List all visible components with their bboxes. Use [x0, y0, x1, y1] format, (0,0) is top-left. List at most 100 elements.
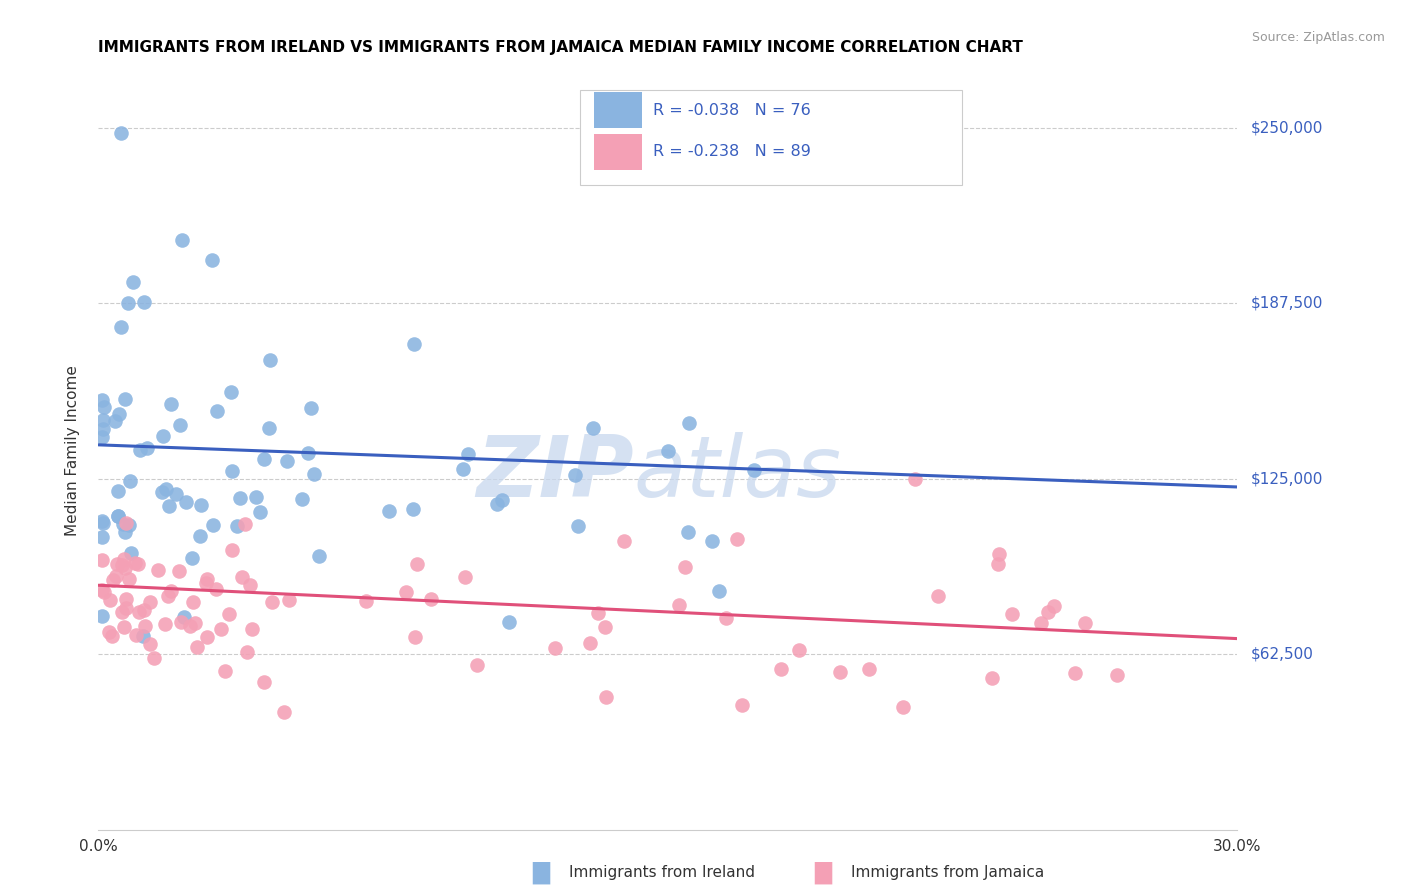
Point [402, 336, 425, 351]
Point [153, 616, 176, 631]
Point [226, 518, 249, 533]
Point [132, 630, 155, 644]
Point [420, 592, 443, 607]
Point [115, 601, 138, 615]
Point [121, 275, 143, 289]
Text: █: █ [533, 861, 550, 884]
Point [1036, 606, 1059, 620]
Point [221, 464, 243, 478]
Point [101, 629, 124, 643]
Point [91, 553, 114, 567]
Point [169, 418, 191, 433]
Point [299, 401, 322, 415]
Point [709, 583, 731, 598]
Point [205, 582, 228, 596]
Point [127, 557, 149, 571]
Point [668, 598, 690, 612]
Point [103, 573, 125, 587]
Point [673, 560, 696, 574]
Point [129, 442, 152, 457]
Point [107, 509, 129, 524]
Point [107, 484, 129, 499]
Point [111, 517, 134, 532]
Point [134, 603, 156, 617]
Point [104, 569, 127, 583]
Point [714, 610, 737, 624]
Text: Immigrants from Ireland: Immigrants from Ireland [569, 865, 755, 880]
Point [184, 616, 207, 631]
Point [236, 645, 259, 659]
Point [451, 462, 474, 476]
Point [981, 672, 1004, 686]
Text: $62,500: $62,500 [1251, 647, 1315, 662]
Point [174, 495, 197, 509]
Point [1001, 607, 1024, 621]
Point [112, 620, 135, 634]
Point [165, 487, 187, 501]
Point [731, 698, 754, 712]
Point [253, 452, 276, 467]
Point [240, 622, 263, 636]
Point [114, 524, 136, 539]
Point [987, 558, 1010, 572]
Point [91, 514, 114, 528]
Point [544, 640, 567, 655]
Point [612, 534, 634, 549]
Point [91, 582, 114, 597]
Point [91, 393, 114, 408]
FancyBboxPatch shape [581, 90, 962, 186]
Point [181, 595, 204, 609]
Text: Immigrants from Jamaica: Immigrants from Jamaica [851, 865, 1043, 880]
Point [406, 557, 429, 571]
Point [302, 467, 325, 481]
Point [142, 650, 165, 665]
Point [676, 525, 699, 540]
Point [1063, 666, 1085, 681]
Point [245, 490, 267, 504]
Point [93, 585, 115, 599]
Point [93, 400, 115, 414]
Point [105, 557, 128, 571]
Point [117, 296, 139, 310]
Point [107, 508, 129, 523]
Point [742, 463, 765, 477]
Point [170, 615, 193, 629]
Point [195, 630, 218, 644]
Point [657, 443, 679, 458]
Point [291, 491, 314, 506]
Point [1029, 615, 1052, 630]
Text: IMMIGRANTS FROM IRELAND VS IMMIGRANTS FROM JAMAICA MEDIAN FAMILY INCOME CORRELAT: IMMIGRANTS FROM IRELAND VS IMMIGRANTS FR… [98, 40, 1024, 55]
Point [186, 640, 208, 654]
Text: $250,000: $250,000 [1251, 120, 1323, 135]
Point [700, 534, 723, 549]
Point [491, 492, 513, 507]
Point [170, 233, 193, 247]
Point [221, 543, 243, 558]
Point [201, 517, 224, 532]
Point [579, 636, 602, 650]
Point [904, 471, 927, 485]
Point [134, 619, 156, 633]
Point [117, 572, 139, 586]
Point [115, 516, 138, 530]
Point [789, 642, 811, 657]
Point [214, 664, 236, 678]
Point [221, 384, 243, 399]
Point [124, 556, 146, 570]
Point [260, 594, 283, 608]
Point [110, 126, 132, 140]
Point [112, 552, 135, 566]
Point [402, 502, 425, 516]
Point [595, 690, 617, 705]
Point [111, 558, 134, 572]
Point [308, 549, 330, 563]
Point [110, 320, 132, 334]
Point [249, 505, 271, 519]
Point [564, 468, 586, 483]
Point [107, 407, 129, 421]
Text: R = -0.238   N = 89: R = -0.238 N = 89 [652, 145, 811, 160]
Point [678, 416, 700, 430]
Point [498, 615, 520, 629]
Point [167, 564, 190, 578]
Text: ZIP: ZIP [477, 432, 634, 515]
